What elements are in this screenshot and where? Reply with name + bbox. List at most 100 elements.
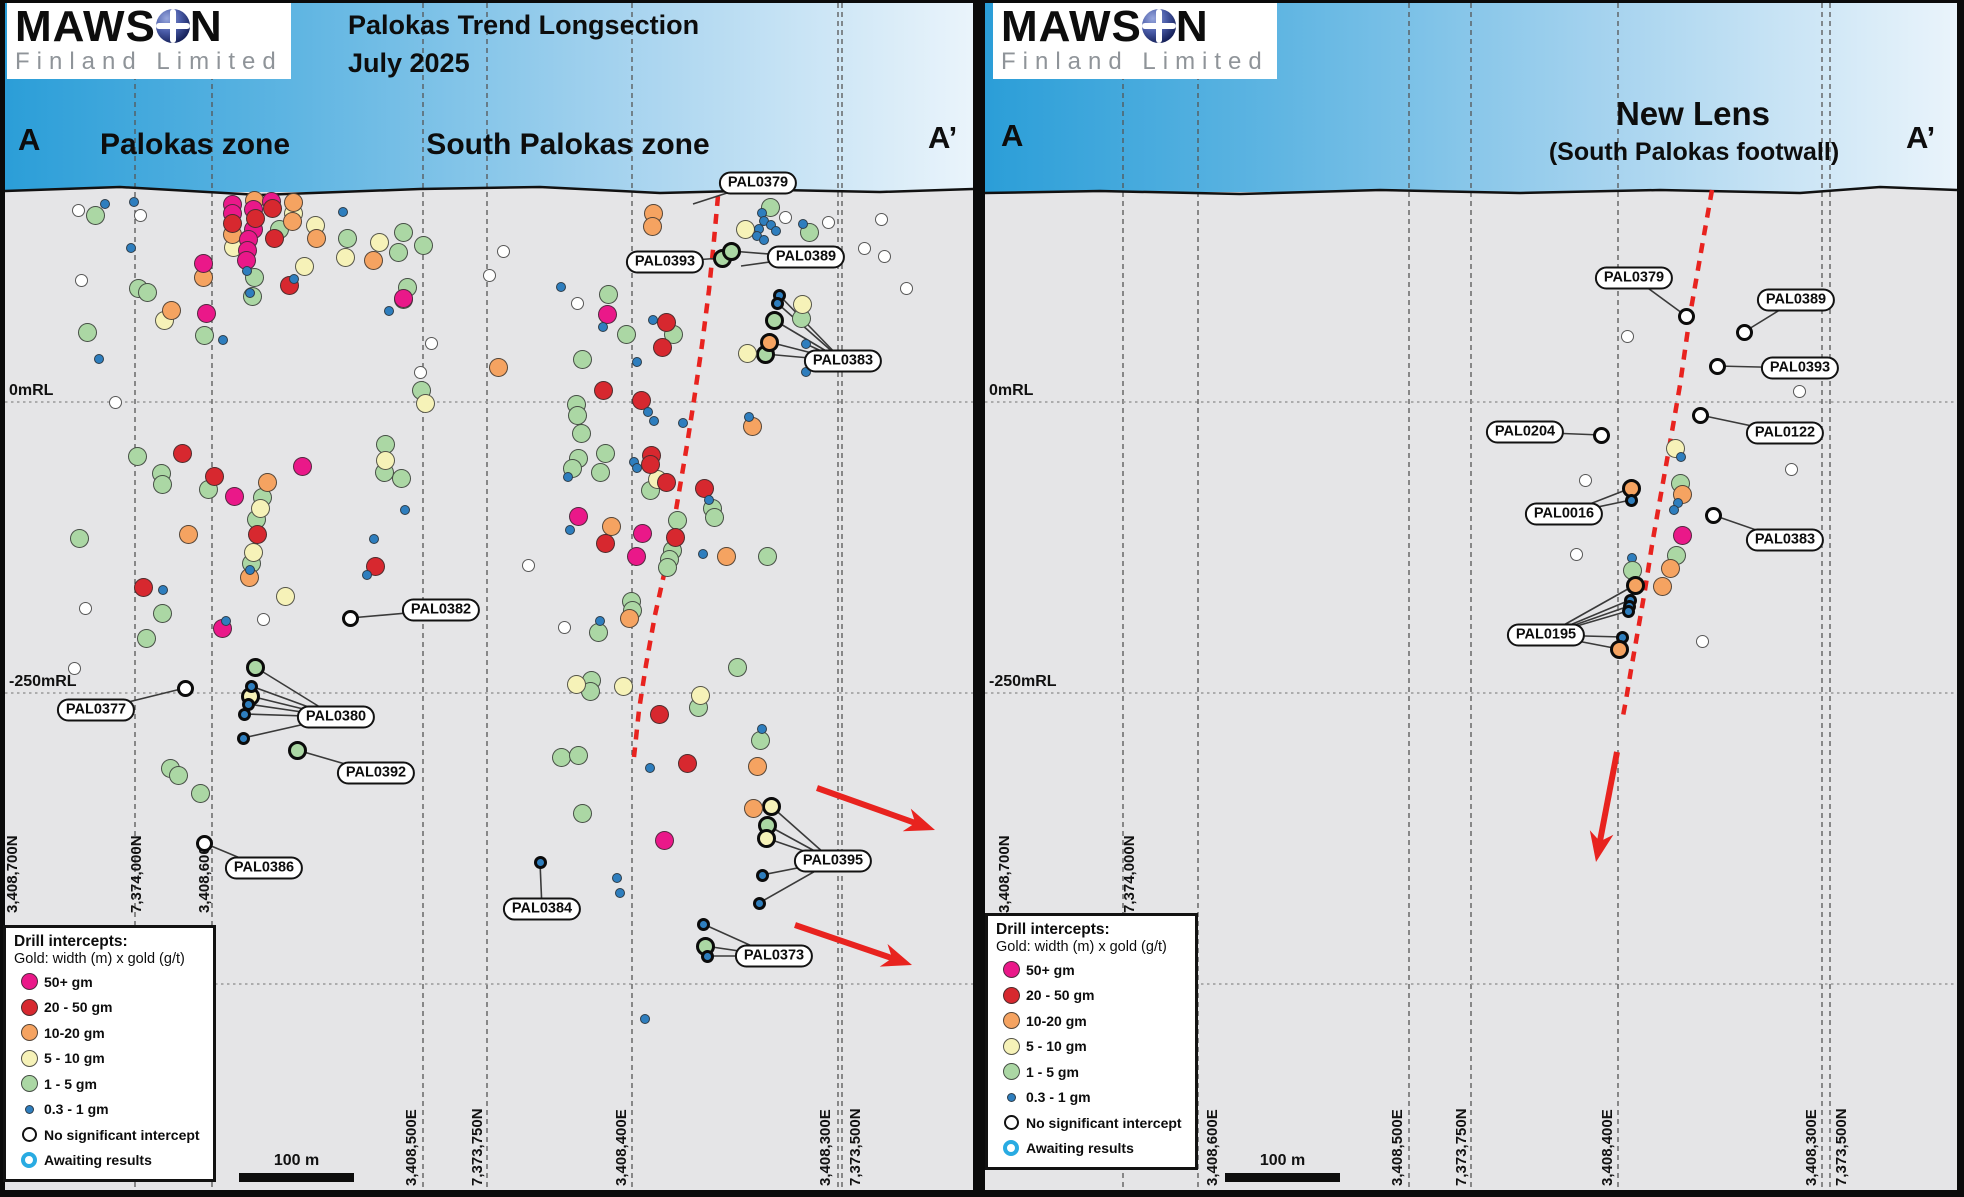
drill-intercept-dot-labeled xyxy=(245,657,265,677)
drill-intercept-dot xyxy=(242,266,252,276)
surface-line xyxy=(4,185,974,197)
section-marker-a-left: A xyxy=(18,122,41,157)
grid-coordinate-label: 7,373,500N xyxy=(847,1108,864,1186)
legend-item-label: 50+ gm xyxy=(1026,961,1075,978)
drill-intercept-dot xyxy=(590,462,610,482)
drill-intercept-dot xyxy=(757,724,767,734)
legend-swatch-y-icon xyxy=(20,1049,38,1067)
drill-intercept-dot-labeled xyxy=(1735,323,1753,341)
drill-intercept-dot xyxy=(137,282,157,302)
drill-intercept-dot xyxy=(133,577,153,597)
trend-dashed-line xyxy=(1620,189,1715,717)
drill-intercept-dot-labeled xyxy=(755,868,769,882)
drill-intercept-dot xyxy=(77,322,97,342)
drill-intercept-dot xyxy=(744,412,754,422)
drill-intercept-dot-labeled xyxy=(176,679,194,697)
drill-intercept-dot xyxy=(264,228,284,248)
drill-intercept-dot xyxy=(126,243,136,253)
surface-line xyxy=(984,185,1958,196)
drill-intercept-dot xyxy=(801,339,811,349)
drill-intercept-dot-labeled xyxy=(287,740,307,760)
legend-item-label: 20 - 50 gm xyxy=(1026,987,1095,1004)
scale-bar-rule xyxy=(239,1173,354,1182)
elevation-label: -250mRL xyxy=(989,673,1057,690)
drill-intercept-dot xyxy=(792,294,812,314)
drillhole-label-pal0392: PAL0392 xyxy=(336,761,416,785)
drill-intercept-dot xyxy=(557,620,571,634)
drill-intercept-dot-labeled xyxy=(1624,493,1638,507)
drill-intercept-dot xyxy=(363,250,383,270)
drill-intercept-dot xyxy=(1792,384,1806,398)
drillhole-label-pal0393: PAL0393 xyxy=(625,250,705,274)
legend-swatch-m-icon xyxy=(1002,961,1020,979)
scale-bar-label: 100 m xyxy=(273,1152,320,1169)
mawson-logo-left: MAWS N Finland Limited xyxy=(7,3,291,79)
grid-coordinate-label: 7,374,000N xyxy=(1121,835,1138,913)
drill-intercept-dot xyxy=(632,463,642,473)
legend-item-label: 1 - 5 gm xyxy=(1026,1063,1079,1080)
drill-intercept-dot-labeled xyxy=(1609,639,1629,659)
drill-intercept-dot-labeled xyxy=(764,310,784,330)
drill-intercept-dot xyxy=(648,315,658,325)
drill-intercept-dot xyxy=(204,466,224,486)
drill-intercept-dot xyxy=(899,281,913,295)
drill-intercept-dot xyxy=(572,349,592,369)
drillhole-label-pal0380: PAL0380 xyxy=(296,705,376,729)
legend-item-m: 50+ gm xyxy=(14,969,205,995)
drill-intercept-dot-labeled xyxy=(700,949,714,963)
logo-wordmark: MAWS N xyxy=(1001,2,1209,51)
drillhole-label-pal0383: PAL0383 xyxy=(1745,528,1825,552)
legend-swatch-icon xyxy=(14,998,44,1016)
drill-intercept-dot xyxy=(69,528,89,548)
drill-intercept-dot xyxy=(482,268,496,282)
elevation-label: -250mRL xyxy=(9,673,77,690)
grid-coordinate-label: 3,408,700N xyxy=(4,835,21,913)
drill-intercept-dot xyxy=(283,192,303,212)
drill-intercept-dot xyxy=(133,208,147,222)
figure-title-line2: July 2025 xyxy=(348,48,470,78)
drill-intercept-dot xyxy=(642,216,662,236)
drill-intercept-dot xyxy=(643,407,653,417)
drill-intercept-dot xyxy=(631,390,651,410)
drill-intercept-dot xyxy=(196,303,216,323)
drill-intercept-dot xyxy=(85,205,105,225)
drillhole-label-pal0379: PAL0379 xyxy=(1594,266,1674,290)
plunge-arrow-shaft xyxy=(815,785,918,827)
drill-intercept-dot xyxy=(100,199,110,209)
drill-intercept-dot xyxy=(601,516,621,536)
drill-intercept-dot xyxy=(667,510,687,530)
drill-intercept-dot xyxy=(568,506,588,526)
drill-intercept-dot xyxy=(178,524,198,544)
drillhole-label-pal0382: PAL0382 xyxy=(401,598,481,622)
legend-item-m: 50+ gm xyxy=(996,957,1187,983)
drill-intercept-dot xyxy=(1569,547,1583,561)
drill-intercept-dot-labeled xyxy=(341,609,359,627)
trend-dashed-line xyxy=(631,195,721,758)
drill-intercept-dot xyxy=(521,558,535,572)
drill-intercept-dot xyxy=(152,474,172,494)
drill-intercept-dot xyxy=(224,486,244,506)
drill-intercept-dot xyxy=(222,213,242,233)
drill-intercept-dot xyxy=(384,306,394,316)
drill-intercept-dot xyxy=(194,325,214,345)
legend-swatch-icon xyxy=(14,1127,44,1143)
drill-intercept-dot xyxy=(568,745,588,765)
drill-intercept-dot-labeled xyxy=(1625,575,1645,595)
drill-intercept-dot xyxy=(1669,505,1679,515)
drill-intercept-dot xyxy=(704,495,714,505)
drill-intercept-dot xyxy=(245,288,255,298)
drill-intercept-dot xyxy=(677,753,697,773)
drill-intercept-dot xyxy=(778,210,792,224)
drill-intercept-dot xyxy=(1660,558,1680,578)
drill-intercept-dot xyxy=(369,534,379,544)
drill-intercept-dot xyxy=(593,380,613,400)
drill-intercept-dot xyxy=(821,215,835,229)
drill-intercept-dot xyxy=(798,219,808,229)
drill-intercept-dot xyxy=(649,704,669,724)
drill-intercept-dot-labeled xyxy=(1708,357,1726,375)
legend-item-b: 0.3 - 1 gm xyxy=(996,1085,1187,1111)
palokas-zone-label: Palokas zone xyxy=(99,128,291,161)
legend-swatch-g-icon xyxy=(1002,1063,1020,1081)
legend-item-awaiting: Awaiting results xyxy=(14,1148,205,1174)
